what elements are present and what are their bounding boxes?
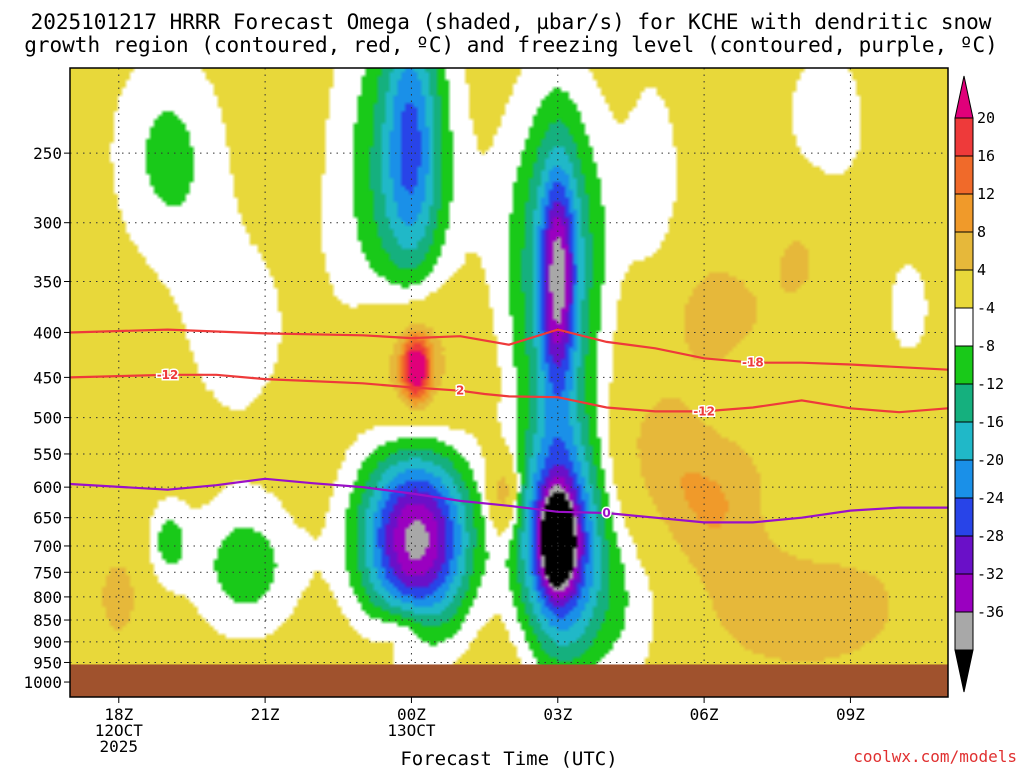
y-tick-label: 550 [33,445,62,464]
contour-line [70,328,948,371]
y-tick-label: 300 [33,214,62,233]
contour-label: -12 [693,404,715,418]
colorbar-segment [954,345,974,385]
omega-shading [70,68,948,697]
colorbar-segment [954,155,974,195]
colorbar-label: -20 [977,451,1004,469]
y-tick-label: 400 [33,323,62,342]
colorbar-segment [954,231,974,271]
colorbar-segment [954,497,974,537]
x-tick-label: 13OCT [387,721,436,740]
x-axis-title: Forecast Time (UTC) [400,748,617,768]
credit-text[interactable]: coolwx.com/models [853,747,1017,766]
colorbar: 20 16 12 8 4 -4 -8 -12 -16 -20 -24 -28 -32 -36 [954,75,1004,693]
colorbar-label: -24 [977,489,1004,507]
colorbar-segment [954,649,974,693]
x-tick-label: 18Z [104,705,133,724]
colorbar-label: -4 [977,299,995,317]
chart-title-line2: growth region (contoured, red, ºC) and f… [24,33,998,57]
y-tick-label: 600 [33,478,62,497]
y-tick-label: 500 [33,409,62,428]
y-tick-label: 450 [33,368,62,387]
contour-label: -12 [157,368,179,382]
colorbar-label: 16 [977,147,995,165]
terrain-fill [70,664,948,697]
colorbar-segment [954,117,974,157]
y-tick-label: 850 [33,611,62,630]
y-axis-ticks: 250 300 350 400 450 500 550 600 650 700 750 800 850 9… [23,144,70,692]
colorbar-label: -12 [977,375,1004,393]
x-tick-label: 2025 [100,737,139,756]
colorbar-segment [954,535,974,575]
colorbar-label: 12 [977,185,995,203]
colorbar-segment [954,75,974,119]
contour-lines: -12 -18 -12 0 2 [70,328,948,524]
y-tick-label: 950 [33,653,62,672]
contour-label: -18 [742,356,764,370]
colorbar-label: -28 [977,527,1004,545]
y-tick-label: 800 [33,588,62,607]
colorbar-segment [954,307,974,347]
plot-area: -12 -18 -12 0 2 [69,67,949,698]
x-tick-label: 06Z [690,705,719,724]
colorbar-segment [954,269,974,309]
y-tick-label: 750 [33,563,62,582]
colorbar-label: 8 [977,223,986,241]
x-tick-label: 12OCT [95,721,144,740]
x-tick-label: 21Z [251,705,280,724]
x-tick-label: 00Z [397,705,426,724]
x-tick-label: 09Z [836,705,865,724]
y-tick-label: 650 [33,509,62,528]
y-tick-label: 350 [33,273,62,292]
plot-frame [69,67,949,698]
colorbar-label: 20 [977,109,995,127]
y-tick-label: 1000 [23,673,62,692]
y-tick-label: 700 [33,537,62,556]
colorbar-segment [954,193,974,233]
contour-line [70,477,948,524]
colorbar-label: 4 [977,261,986,279]
colorbar-label: -8 [977,337,995,355]
colorbar-segment [954,611,974,651]
contour-label: 2 [456,384,464,398]
contour-line [70,373,948,414]
colorbar-segment [954,459,974,499]
colorbar-segment [954,421,974,461]
y-tick-label: 900 [33,633,62,652]
colorbar-segment [954,573,974,613]
contour-label: 0 [602,506,610,520]
colorbar-label: -36 [977,603,1004,621]
chart-title-line1: 2025101217 HRRR Forecast Omega (shaded, … [31,10,992,34]
x-tick-label: 03Z [543,705,572,724]
grid-lines [70,68,948,697]
colorbar-label: -16 [977,413,1004,431]
colorbar-segment [954,383,974,423]
colorbar-label: -32 [977,565,1004,583]
y-tick-label: 250 [33,144,62,163]
